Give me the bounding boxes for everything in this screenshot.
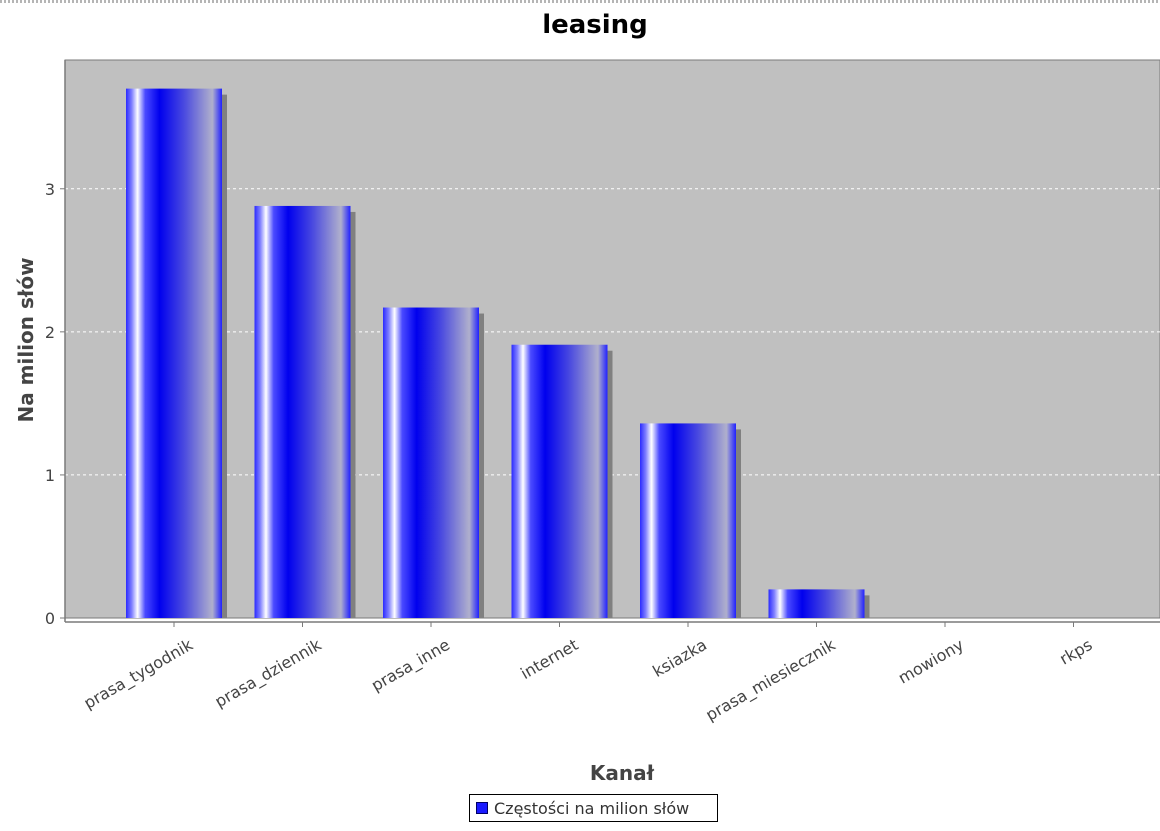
x-axis-title: Kanał xyxy=(590,761,655,785)
x-tick-label: mowiony xyxy=(895,635,967,688)
bar-prasa_miesiecznik xyxy=(768,589,865,618)
y-tick-label: 1 xyxy=(45,466,55,485)
x-tick-label: prasa_inne xyxy=(368,635,454,696)
legend: Częstości na milion słów xyxy=(469,794,718,822)
top-border xyxy=(0,0,1160,3)
x-tick-label: internet xyxy=(517,635,581,683)
y-tick-label: 3 xyxy=(45,180,55,199)
x-tick-label: ksiazka xyxy=(649,635,710,681)
x-tick-label: prasa_miesiecznik xyxy=(702,635,839,726)
bar-prasa_inne xyxy=(383,307,479,618)
legend-swatch xyxy=(476,802,488,814)
x-tick-label: rkps xyxy=(1056,635,1095,669)
bar-prasa_tygodnik xyxy=(126,88,222,619)
x-tick-label: prasa_tygodnik xyxy=(81,635,198,714)
y-tick-label: 0 xyxy=(45,609,55,628)
legend-label: Częstości na milion słów xyxy=(494,798,690,818)
y-axis-title: Na milion słów xyxy=(14,257,38,422)
y-tick-label: 2 xyxy=(45,323,55,342)
bar-ksiazka xyxy=(640,423,736,618)
chart-title: leasing xyxy=(542,10,648,40)
bar-prasa_dziennik xyxy=(254,205,351,618)
bar-internet xyxy=(511,344,608,618)
x-tick-label: prasa_dziennik xyxy=(211,635,325,712)
